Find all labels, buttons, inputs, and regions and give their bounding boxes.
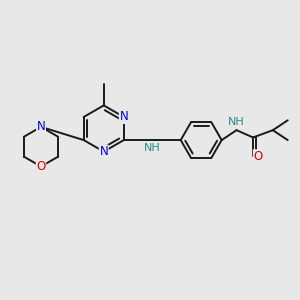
Text: NH: NH — [228, 117, 245, 127]
Text: O: O — [36, 160, 46, 173]
Text: NH: NH — [144, 143, 160, 153]
Text: O: O — [254, 150, 262, 163]
Text: N: N — [37, 120, 45, 134]
Text: N: N — [99, 145, 108, 158]
Text: N: N — [119, 110, 128, 124]
